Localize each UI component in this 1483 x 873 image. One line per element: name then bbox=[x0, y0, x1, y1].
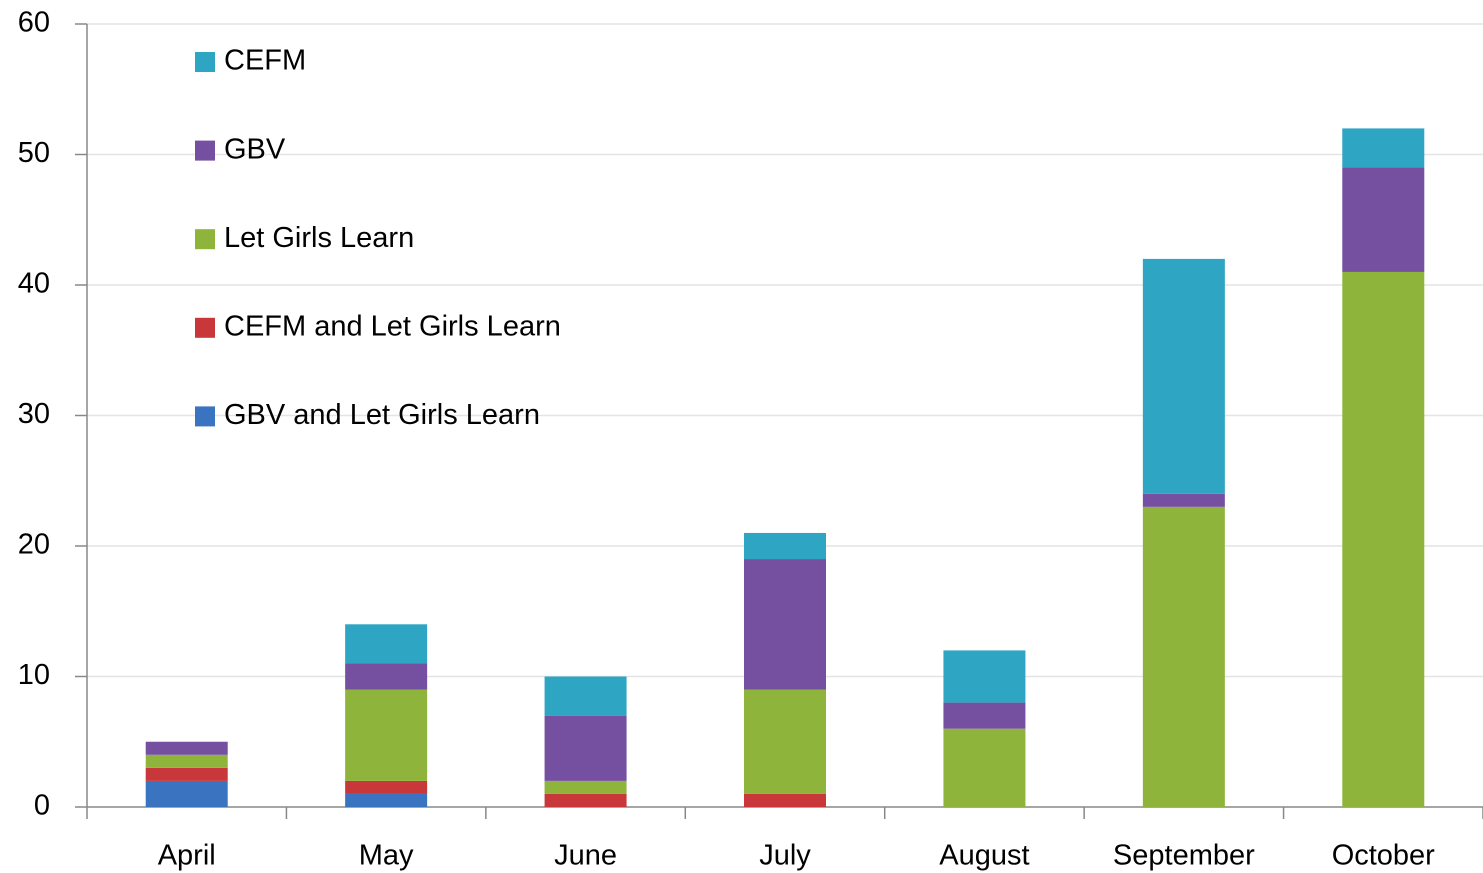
y-tick-label: 40 bbox=[18, 268, 50, 300]
bar-segment bbox=[345, 780, 428, 794]
bar-segment bbox=[345, 663, 428, 690]
y-tick-label: 30 bbox=[18, 398, 50, 430]
bar-segment bbox=[345, 793, 428, 807]
bar-segment bbox=[943, 650, 1026, 703]
bar-segment bbox=[544, 715, 627, 781]
bar-segment bbox=[744, 793, 826, 807]
legend-swatch bbox=[195, 140, 215, 161]
bar-segment bbox=[943, 728, 1026, 807]
bar-segment bbox=[345, 689, 428, 781]
bar-segment bbox=[1342, 128, 1425, 168]
y-tick-label: 50 bbox=[18, 137, 50, 169]
bar-segment bbox=[544, 780, 627, 794]
legend-label: GBV and Let Girls Learn bbox=[224, 399, 540, 431]
x-tick-label: October bbox=[1332, 840, 1435, 872]
legend-label: Let Girls Learn bbox=[224, 222, 414, 254]
x-tick-label: April bbox=[158, 840, 216, 872]
bar-segment bbox=[744, 532, 826, 560]
y-tick-label: 0 bbox=[34, 790, 50, 822]
legend-label: GBV bbox=[224, 133, 286, 165]
legend-swatch bbox=[195, 406, 215, 427]
bar-segment bbox=[1342, 167, 1425, 272]
legend-swatch bbox=[195, 229, 215, 250]
y-tick-label: 60 bbox=[18, 7, 50, 39]
y-tick-label: 10 bbox=[18, 659, 50, 691]
bar-segment bbox=[1142, 506, 1225, 807]
x-tick-label: May bbox=[359, 840, 414, 872]
bar-segment bbox=[744, 559, 826, 690]
x-tick-label: June bbox=[554, 840, 617, 872]
bar-segment bbox=[744, 689, 826, 794]
bar-segment bbox=[544, 676, 627, 716]
bar-segment bbox=[1142, 258, 1225, 494]
bar-segment bbox=[145, 780, 228, 807]
legend-label: CEFM bbox=[224, 45, 306, 77]
bar-segment bbox=[145, 767, 228, 781]
x-tick-label: September bbox=[1113, 840, 1255, 872]
bar-segment bbox=[345, 624, 428, 664]
legend-swatch bbox=[195, 317, 215, 338]
bar-segment bbox=[145, 754, 228, 768]
bar-segment bbox=[544, 793, 627, 807]
y-tick-label: 20 bbox=[18, 529, 50, 561]
legend-swatch bbox=[195, 52, 215, 72]
x-tick-label: August bbox=[939, 840, 1029, 872]
bar-segment bbox=[943, 702, 1026, 729]
legend-label: CEFM and Let Girls Learn bbox=[224, 310, 561, 342]
bar-segment bbox=[1342, 271, 1425, 807]
bar-segment bbox=[1142, 493, 1225, 507]
bar-segment bbox=[145, 741, 228, 755]
x-tick-label: July bbox=[759, 840, 811, 872]
